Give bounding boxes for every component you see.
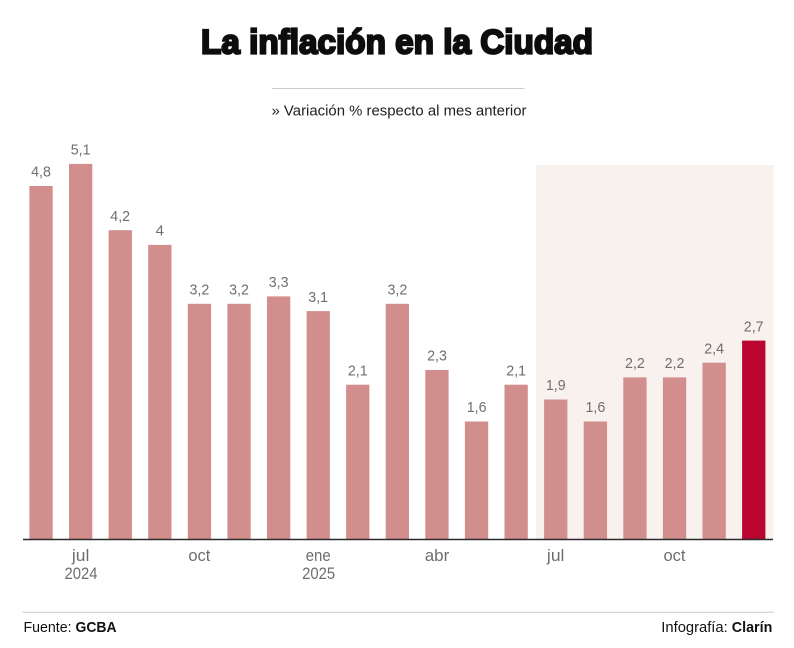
svg-text:1,9: 1,9 (546, 377, 566, 394)
svg-text:3,2: 3,2 (190, 282, 210, 299)
svg-text:3,3: 3,3 (269, 274, 289, 291)
svg-text:2024: 2024 (65, 564, 98, 583)
svg-text:1,6: 1,6 (467, 399, 487, 416)
svg-text:5,1: 5,1 (71, 142, 91, 159)
svg-text:4,2: 4,2 (110, 208, 130, 225)
svg-text:oct: oct (664, 546, 686, 565)
svg-text:3,2: 3,2 (229, 282, 249, 299)
svg-text:3,2: 3,2 (388, 282, 408, 299)
svg-text:» Variación % respecto al mes: » Variación % respecto al mes anterior (272, 104, 527, 120)
svg-text:ene: ene (306, 546, 331, 565)
svg-text:2,4: 2,4 (704, 340, 724, 357)
svg-text:2025: 2025 (302, 564, 335, 583)
svg-text:2,1: 2,1 (506, 362, 526, 379)
svg-text:jul: jul (71, 546, 90, 565)
svg-text:4: 4 (156, 223, 165, 240)
svg-text:La inflación en la Ciudad: La inflación en la Ciudad (201, 24, 593, 62)
svg-text:2,2: 2,2 (625, 355, 645, 372)
svg-text:abr: abr (425, 546, 450, 565)
svg-text:Infografía: Clarín: Infografía: Clarín (661, 619, 772, 636)
svg-text:4,8: 4,8 (31, 164, 51, 181)
svg-text:oct: oct (188, 546, 210, 565)
svg-text:jul: jul (546, 546, 565, 565)
svg-text:Fuente: GCBA: Fuente: GCBA (24, 619, 117, 636)
svg-text:2,1: 2,1 (348, 362, 368, 379)
svg-text:1,6: 1,6 (586, 399, 606, 416)
svg-text:2,7: 2,7 (744, 318, 764, 335)
svg-text:2,3: 2,3 (427, 348, 447, 365)
svg-text:2,2: 2,2 (665, 355, 685, 372)
svg-text:3,1: 3,1 (308, 289, 328, 306)
